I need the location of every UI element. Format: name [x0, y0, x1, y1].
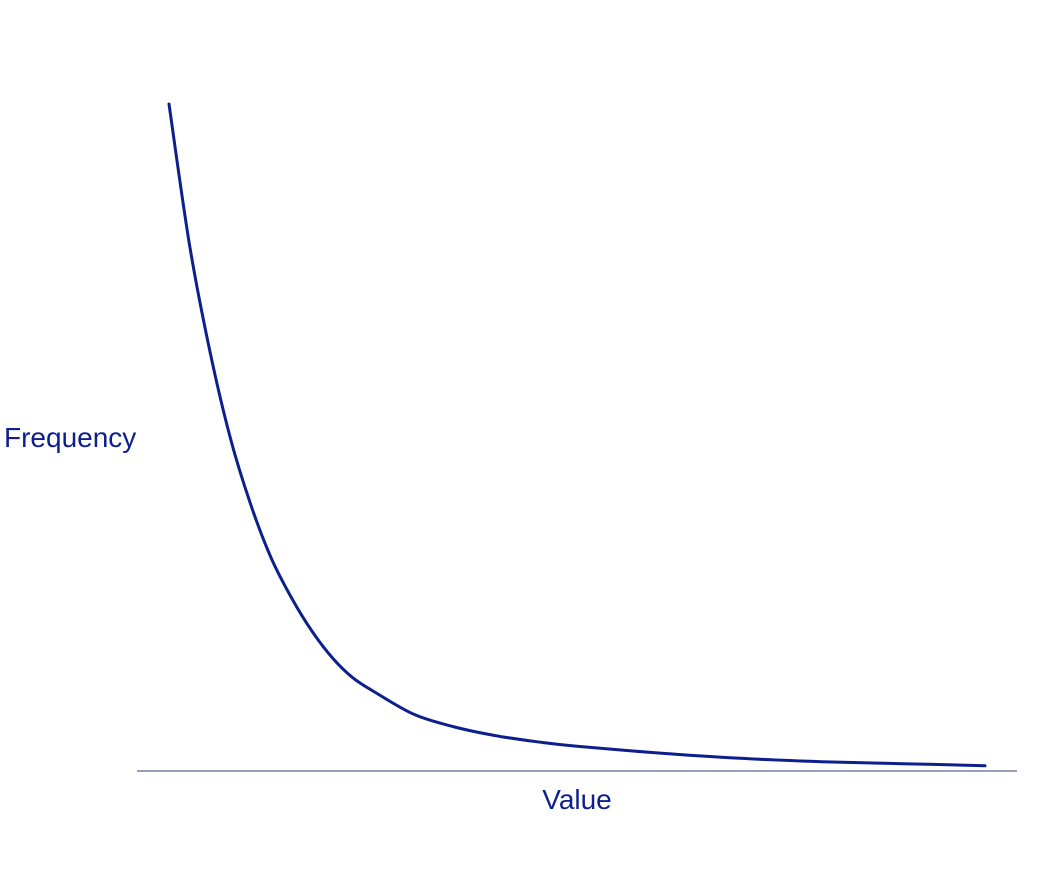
y-axis-label: Frequency: [4, 422, 136, 453]
x-axis-label: Value: [542, 784, 612, 815]
series-line: [167, 102, 987, 768]
